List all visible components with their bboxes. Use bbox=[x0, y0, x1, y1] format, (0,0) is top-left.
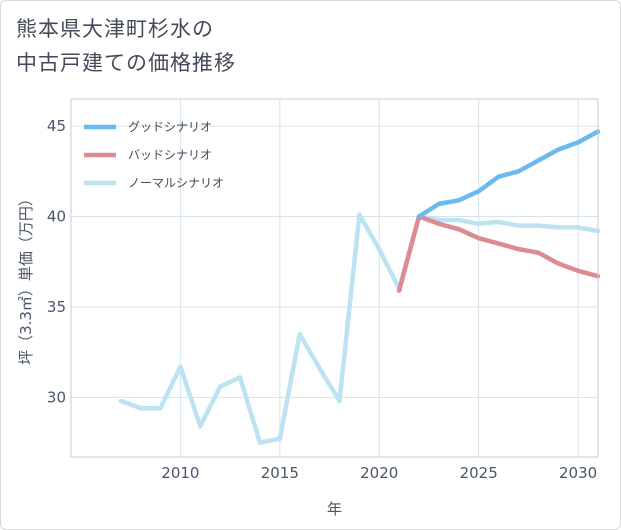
data-point bbox=[456, 217, 461, 223]
y-tick-label: 35 bbox=[47, 298, 66, 316]
data-point bbox=[556, 225, 561, 230]
chart-title: 熊本県大津町杉水の 中古戸建ての価格推移 bbox=[16, 12, 236, 80]
data-point bbox=[317, 366, 322, 371]
axis-ticks: 2010 2015 2020 2025 2030 30 35 40 45 bbox=[47, 117, 597, 482]
x-tick-label: 2020 bbox=[360, 464, 398, 482]
legend-label: グッドシナリオ bbox=[128, 120, 212, 134]
data-point bbox=[297, 331, 302, 337]
series-1 bbox=[416, 129, 601, 219]
data-point bbox=[416, 214, 422, 219]
legend-label: バッドシナリオ bbox=[128, 148, 212, 162]
legend-item: グッドシナリオ bbox=[84, 120, 212, 134]
y-tick-label: 30 bbox=[47, 388, 66, 406]
series-3 bbox=[118, 212, 601, 445]
y-axis-label: 坪（3.3㎡）単価（万円） bbox=[17, 191, 35, 365]
data-point bbox=[476, 236, 481, 241]
data-point bbox=[377, 246, 382, 252]
data-point bbox=[556, 147, 561, 152]
data-point bbox=[436, 201, 442, 207]
x-tick-label: 2025 bbox=[460, 464, 498, 482]
data-point bbox=[575, 268, 581, 273]
data-point bbox=[575, 140, 581, 145]
data-point bbox=[536, 223, 541, 228]
data-point bbox=[138, 405, 143, 411]
series-2 bbox=[396, 214, 601, 293]
data-point bbox=[277, 436, 283, 442]
legend-item: バッドシナリオ bbox=[84, 148, 212, 162]
data-point bbox=[357, 212, 362, 217]
data-point bbox=[536, 158, 541, 163]
plot-area-frame bbox=[70, 98, 599, 458]
data-point bbox=[476, 189, 481, 194]
data-point bbox=[198, 424, 203, 429]
data-point bbox=[496, 241, 501, 246]
legend-item: ノーマルシナリオ bbox=[84, 176, 224, 190]
data-point bbox=[456, 198, 461, 203]
y-tick-label: 45 bbox=[47, 117, 66, 135]
data-point bbox=[396, 288, 402, 293]
x-tick-label: 2015 bbox=[261, 464, 299, 482]
data-point bbox=[456, 226, 461, 232]
data-point bbox=[556, 261, 561, 266]
data-point bbox=[516, 246, 521, 252]
data-point bbox=[178, 364, 183, 369]
data-point bbox=[337, 398, 342, 404]
data-point bbox=[436, 221, 442, 226]
x-axis-label: 年 bbox=[327, 500, 342, 518]
y-tick-label: 40 bbox=[47, 208, 66, 226]
chart-title-line-1: 熊本県大津町杉水の bbox=[16, 17, 214, 41]
data-point bbox=[536, 250, 541, 255]
data-point bbox=[575, 225, 581, 230]
legend-label: ノーマルシナリオ bbox=[128, 176, 224, 190]
chart-title-line-2: 中古戸建ての価格推移 bbox=[16, 51, 236, 75]
grid bbox=[71, 99, 598, 457]
data-point bbox=[476, 221, 481, 226]
x-tick-label: 2010 bbox=[161, 464, 199, 482]
data-point bbox=[217, 384, 223, 389]
series-layer bbox=[118, 129, 601, 445]
x-tick-label: 2030 bbox=[559, 464, 597, 482]
data-point bbox=[516, 223, 521, 228]
data-point bbox=[257, 440, 263, 445]
series-line bbox=[417, 129, 600, 219]
data-point bbox=[516, 169, 521, 174]
data-point bbox=[158, 405, 163, 411]
data-point bbox=[496, 174, 501, 179]
data-point bbox=[496, 219, 501, 225]
data-point bbox=[118, 398, 123, 404]
data-point bbox=[237, 375, 243, 380]
